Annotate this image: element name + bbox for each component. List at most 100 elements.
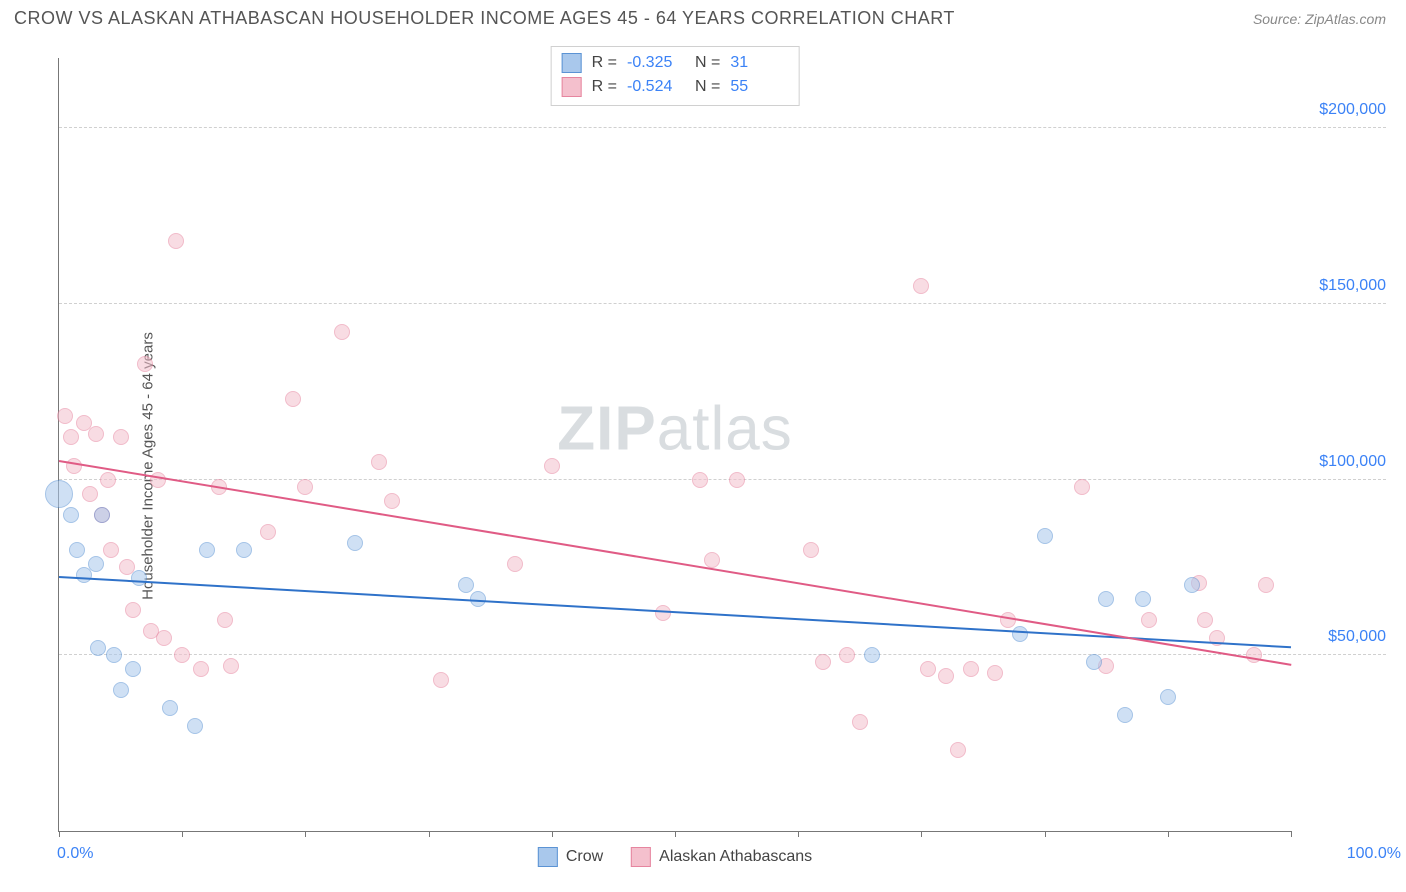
legend-label: Crow bbox=[566, 848, 603, 866]
data-point bbox=[223, 658, 239, 674]
gridline bbox=[59, 303, 1386, 304]
data-point bbox=[655, 605, 671, 621]
data-point bbox=[1086, 654, 1102, 670]
data-point bbox=[1160, 689, 1176, 705]
data-point bbox=[297, 479, 313, 495]
data-point bbox=[371, 454, 387, 470]
data-point bbox=[334, 324, 350, 340]
y-tick-label: $200,000 bbox=[1301, 101, 1386, 119]
x-tick bbox=[1045, 831, 1046, 837]
gridline bbox=[59, 654, 1386, 655]
x-tick bbox=[182, 831, 183, 837]
data-point bbox=[729, 472, 745, 488]
data-point bbox=[90, 640, 106, 656]
data-point bbox=[864, 647, 880, 663]
data-point bbox=[1074, 479, 1090, 495]
x-tick bbox=[429, 831, 430, 837]
trend-line bbox=[59, 576, 1291, 648]
gridline bbox=[59, 127, 1386, 128]
data-point bbox=[156, 630, 172, 646]
data-point bbox=[103, 542, 119, 558]
data-point bbox=[63, 507, 79, 523]
correlation-stats-box: R = -0.325 N = 31 R = -0.524 N = 55 bbox=[551, 46, 800, 106]
data-point bbox=[950, 742, 966, 758]
x-tick bbox=[798, 831, 799, 837]
data-point bbox=[82, 486, 98, 502]
data-point bbox=[1098, 591, 1114, 607]
data-point bbox=[150, 472, 166, 488]
data-point bbox=[938, 668, 954, 684]
data-point bbox=[920, 661, 936, 677]
x-tick bbox=[1168, 831, 1169, 837]
stat-r-value: -0.325 bbox=[627, 54, 685, 72]
data-point bbox=[199, 542, 215, 558]
data-point bbox=[260, 524, 276, 540]
data-point bbox=[544, 458, 560, 474]
data-point bbox=[57, 408, 73, 424]
data-point bbox=[131, 570, 147, 586]
trend-line bbox=[59, 460, 1291, 666]
data-point bbox=[63, 429, 79, 445]
data-point bbox=[963, 661, 979, 677]
data-point bbox=[285, 391, 301, 407]
legend: CrowAlaskan Athabascans bbox=[538, 847, 812, 867]
data-point bbox=[100, 472, 116, 488]
x-tick bbox=[675, 831, 676, 837]
data-point bbox=[913, 278, 929, 294]
data-point bbox=[1141, 612, 1157, 628]
data-point bbox=[174, 647, 190, 663]
data-point bbox=[839, 647, 855, 663]
data-point bbox=[94, 507, 110, 523]
data-point bbox=[815, 654, 831, 670]
data-point bbox=[433, 672, 449, 688]
data-point bbox=[987, 665, 1003, 681]
data-point bbox=[187, 718, 203, 734]
data-point bbox=[45, 480, 73, 508]
x-axis-min-label: 0.0% bbox=[57, 845, 93, 863]
stat-n-value: 31 bbox=[730, 54, 788, 72]
data-point bbox=[137, 356, 153, 372]
source-label: Source: ZipAtlas.com bbox=[1253, 11, 1386, 27]
data-point bbox=[1135, 591, 1151, 607]
data-point bbox=[1037, 528, 1053, 544]
stat-r-value: -0.524 bbox=[627, 78, 685, 96]
data-point bbox=[106, 647, 122, 663]
x-axis-max-label: 100.0% bbox=[1347, 845, 1401, 863]
data-point bbox=[507, 556, 523, 572]
stat-r-label: R = bbox=[592, 54, 617, 72]
x-tick bbox=[59, 831, 60, 837]
data-point bbox=[803, 542, 819, 558]
legend-swatch bbox=[562, 77, 582, 97]
data-point bbox=[113, 682, 129, 698]
data-point bbox=[704, 552, 720, 568]
legend-swatch bbox=[631, 847, 651, 867]
data-point bbox=[193, 661, 209, 677]
data-point bbox=[1117, 707, 1133, 723]
data-point bbox=[458, 577, 474, 593]
stats-row: R = -0.524 N = 55 bbox=[562, 75, 789, 99]
chart-header: CROW VS ALASKAN ATHABASCAN HOUSEHOLDER I… bbox=[0, 0, 1406, 33]
x-tick bbox=[552, 831, 553, 837]
data-point bbox=[236, 542, 252, 558]
data-point bbox=[66, 458, 82, 474]
stats-row: R =-0.325N =31 bbox=[562, 51, 789, 75]
data-point bbox=[347, 535, 363, 551]
data-point bbox=[1197, 612, 1213, 628]
chart-title: CROW VS ALASKAN ATHABASCAN HOUSEHOLDER I… bbox=[14, 8, 955, 29]
data-point bbox=[113, 429, 129, 445]
chart-area: Householder Income Ages 45 - 64 years ZI… bbox=[0, 40, 1406, 892]
legend-swatch bbox=[562, 53, 582, 73]
legend-swatch bbox=[538, 847, 558, 867]
stat-n-label: N = bbox=[695, 78, 720, 96]
data-point bbox=[217, 612, 233, 628]
data-point bbox=[1012, 626, 1028, 642]
data-point bbox=[852, 714, 868, 730]
stat-r-label: R = bbox=[592, 78, 617, 96]
data-point bbox=[1246, 647, 1262, 663]
legend-item: Crow bbox=[538, 847, 603, 867]
data-point bbox=[88, 426, 104, 442]
stat-n-value: 55 bbox=[730, 78, 788, 96]
y-tick-label: $100,000 bbox=[1301, 453, 1386, 471]
gridline bbox=[59, 479, 1386, 480]
data-point bbox=[125, 602, 141, 618]
